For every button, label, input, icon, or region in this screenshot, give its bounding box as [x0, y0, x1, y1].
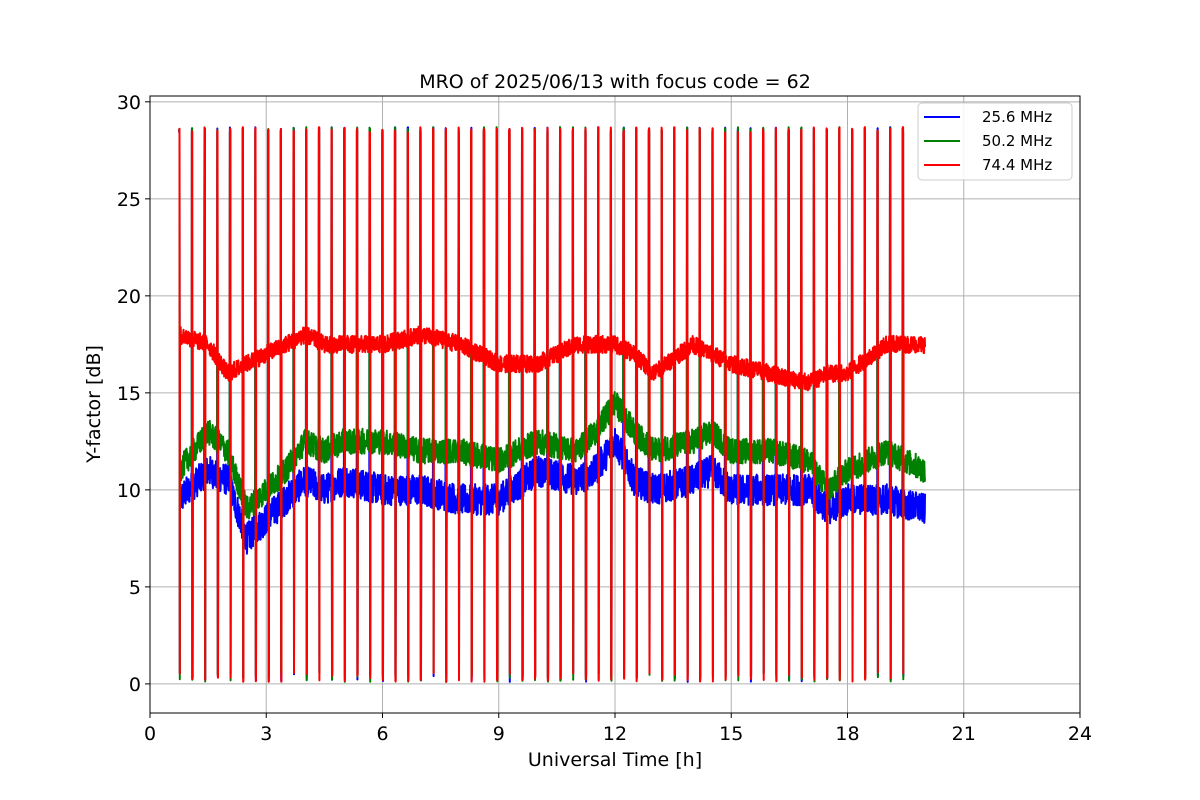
- y-tick-label: 15: [117, 383, 141, 405]
- x-tick-label: 21: [952, 723, 976, 745]
- x-tick-label: 24: [1068, 723, 1092, 745]
- y-tick-label: 0: [129, 674, 141, 696]
- legend: 25.6 MHz 50.2 MHz 74.4 MHz: [917, 102, 1073, 181]
- y-tick-label: 20: [117, 286, 141, 308]
- legend-label-50-2-MHz: 50.2 MHz: [982, 132, 1052, 150]
- y-axis-label: Y-factor [dB]: [83, 345, 105, 464]
- legend-label-74-4-MHz: 74.4 MHz: [982, 156, 1052, 174]
- series-line-74-4-MHz: [178, 126, 926, 683]
- x-axis-ticks: 0 3 6 9 12 15 18 21 24: [144, 713, 1092, 745]
- x-tick-label: 15: [719, 723, 743, 745]
- x-tick-label: 3: [260, 723, 272, 745]
- y-axis-ticks: 0 5 10 15 20 25 30: [117, 92, 150, 696]
- y-tick-label: 5: [129, 577, 141, 599]
- chart-title: MRO of 2025/06/13 with focus code = 62: [419, 71, 811, 93]
- x-tick-label: 6: [376, 723, 388, 745]
- legend-box: [917, 102, 1073, 181]
- y-tick-label: 30: [117, 92, 141, 114]
- x-axis-label: Universal Time [h]: [528, 749, 702, 771]
- legend-label-25-6-MHz: 25.6 MHz: [982, 108, 1052, 126]
- series-layer: [178, 126, 926, 683]
- x-tick-label: 12: [603, 723, 627, 745]
- x-tick-label: 9: [493, 723, 505, 745]
- y-tick-label: 25: [117, 189, 141, 211]
- y-tick-label: 10: [117, 480, 141, 502]
- x-tick-label: 18: [835, 723, 859, 745]
- x-tick-label: 0: [144, 723, 156, 745]
